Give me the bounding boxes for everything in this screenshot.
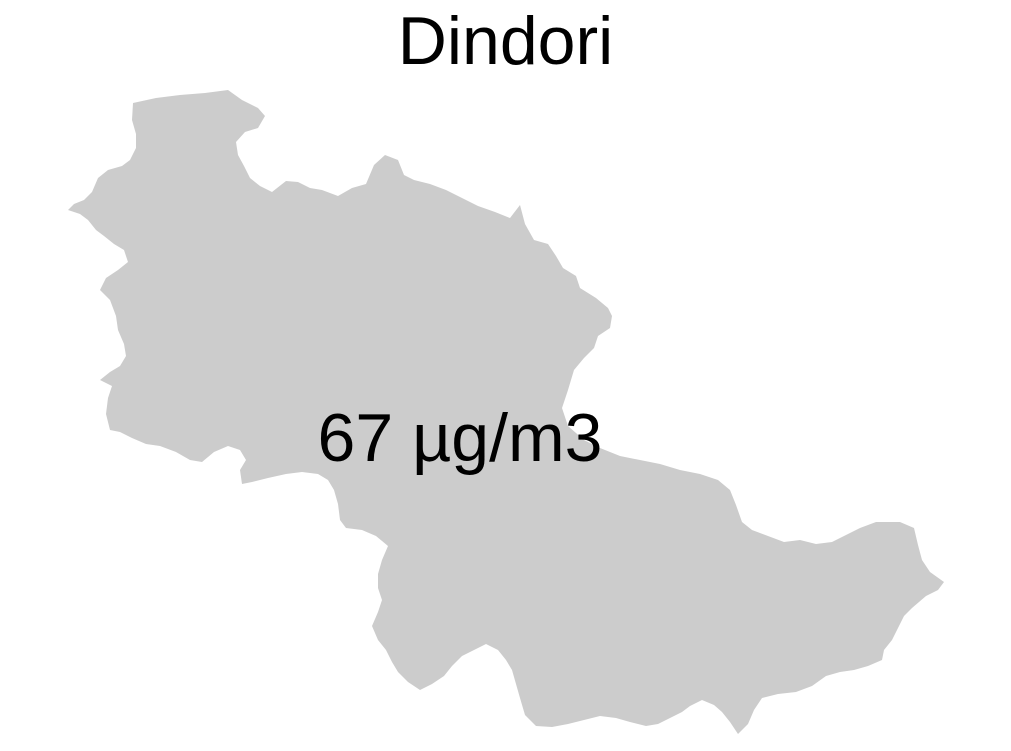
district-shape <box>68 90 944 734</box>
value-label: 67 µg/m3 <box>317 400 603 476</box>
map-title: Dindori <box>397 3 614 79</box>
